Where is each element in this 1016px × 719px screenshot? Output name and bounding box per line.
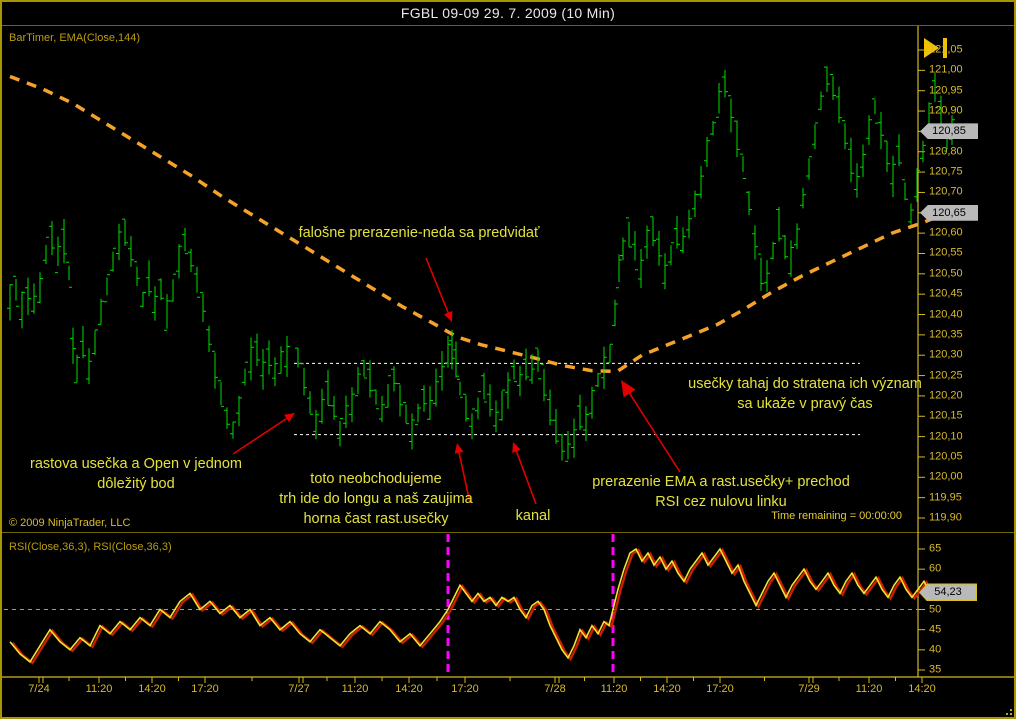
price-axis-label: 120,35 xyxy=(929,328,963,341)
price-axis-label: 121,00 xyxy=(929,63,963,76)
rsi-axis[interactable]: 65605550454035 xyxy=(918,533,1014,677)
rsi-panel-indicator-label: RSI(Close,36,3), RSI(Close,36,3) xyxy=(9,541,172,553)
price-axis-label: 120,60 xyxy=(929,226,963,239)
price-axis-label: 120,80 xyxy=(929,145,963,158)
price-axis-label: 120,25 xyxy=(929,369,963,382)
price-axis-label: 120,20 xyxy=(929,389,963,402)
time-axis-label: 11:20 xyxy=(855,683,883,695)
time-axis-label: 7/27 xyxy=(288,683,310,695)
time-axis-label: 11:20 xyxy=(600,683,628,695)
annotation-usecky[interactable]: usečky tahaj do stratena ich význam sa uk… xyxy=(688,374,922,414)
rsi-axis-label: 65 xyxy=(929,542,942,555)
rsi-axis-label: 60 xyxy=(929,562,942,575)
price-axis-label: 120,05 xyxy=(929,450,963,463)
copyright-label: © 2009 NinjaTrader, LLC xyxy=(9,517,131,529)
rsi-axis-label: 50 xyxy=(929,603,942,615)
annotation-toto[interactable]: toto neobchodujeme trh ide do longu a naš… xyxy=(279,469,472,529)
time-axis-label: 7/24 xyxy=(28,683,50,695)
price-axis-label: 120,15 xyxy=(929,409,963,422)
window-title: FGBL 09-09 29. 7. 2009 (10 Min) xyxy=(400,5,616,21)
annotation-falosne[interactable]: falošne prerazenie-neda sa predvidať xyxy=(299,223,540,243)
rsi-axis-label: 40 xyxy=(929,643,942,656)
annotation-line: kanal xyxy=(515,508,551,524)
rsi-value-tag: 54,23 xyxy=(919,583,977,602)
time-axis-label: 7/29 xyxy=(798,683,820,695)
annotation-kanal[interactable]: kanal xyxy=(516,506,551,526)
annotation-rastova[interactable]: rastova usečka a Open v jednom dôležitý b… xyxy=(30,454,242,494)
annotation-line: rastova usečka a Open v jednom xyxy=(30,456,242,472)
price-axis-label: 120,90 xyxy=(929,104,963,117)
time-axis-label: 17:20 xyxy=(706,683,734,695)
price-axis-label: 119,95 xyxy=(929,491,962,504)
price-axis-label: 120,95 xyxy=(929,84,963,97)
title-separator xyxy=(2,25,1014,26)
last-price-tag: 120,85 xyxy=(920,123,978,140)
time-axis-label: 17:20 xyxy=(191,683,219,695)
annotation-line: toto neobchodujeme xyxy=(310,471,442,487)
price-axis-label: 121,05 xyxy=(929,43,963,56)
annotation-line: prerazenie EMA a rast.usečky+ prechod xyxy=(592,474,850,490)
time-axis-label: 14:20 xyxy=(138,683,166,695)
resize-grip[interactable] xyxy=(1004,707,1012,715)
price-axis-label: 120,70 xyxy=(929,185,963,198)
time-remaining-label: Time remaining = 00:00:00 xyxy=(771,510,902,522)
annotation-line: horna čast rast.usečky xyxy=(303,511,449,527)
time-axis-label: 7/28 xyxy=(544,683,566,695)
time-axis-label: 14:20 xyxy=(395,683,423,695)
price-axis-label: 120,10 xyxy=(929,430,963,443)
time-axis-label: 14:20 xyxy=(653,683,681,695)
step-forward-icon[interactable] xyxy=(923,38,950,59)
panel-separator xyxy=(2,532,1014,533)
annotation-line: trh ide do longu a naš zaujima xyxy=(279,491,473,507)
time-axis[interactable]: 7/24 11:20 14:20 17:20 7/27 11:20 14:20 17:20 7/… xyxy=(2,678,1014,717)
price-axis-label: 120,75 xyxy=(929,165,963,178)
rsi-panel[interactable] xyxy=(2,533,918,677)
time-axis-label: 17:20 xyxy=(451,683,479,695)
annotation-line: RSI cez nulovu linku xyxy=(655,494,787,510)
time-axis-label: 14:20 xyxy=(908,683,936,695)
price-panel-indicator-label: BarTimer, EMA(Close,144) xyxy=(9,32,141,44)
price-axis-label: 120,00 xyxy=(929,470,963,483)
price-axis-label: 120,55 xyxy=(929,246,963,259)
annotation-line: sa ukaže v pravý čas xyxy=(737,396,873,412)
price-axis-label: 119,90 xyxy=(929,511,962,524)
title-bar[interactable]: FGBL 09-09 29. 7. 2009 (10 Min) xyxy=(2,2,1014,24)
rsi-axis-label: 35 xyxy=(929,663,942,676)
price-axis-label: 120,50 xyxy=(929,267,963,280)
ema-value-tag: 120,65 xyxy=(920,204,978,221)
price-axis-label: 120,30 xyxy=(929,348,963,361)
annotation-line: falošne prerazenie-neda sa predvidať xyxy=(298,225,540,241)
time-axis-label: 11:20 xyxy=(85,683,113,695)
rsi-axis-label: 45 xyxy=(929,623,942,636)
time-axis-label: 11:20 xyxy=(341,683,369,695)
price-axis-label: 120,45 xyxy=(929,287,963,300)
annotation-line: dôležitý bod xyxy=(97,476,175,492)
price-axis-label: 120,40 xyxy=(929,308,963,321)
annotation-line: usečky tahaj do stratena ich význam xyxy=(688,376,922,392)
price-axis[interactable]: 121,05 121,00 120,95 120,90 120,85 120,80 120,… xyxy=(918,26,1014,532)
annotation-prerazenie[interactable]: prerazenie EMA a rast.usečky+ prechod RSI… xyxy=(592,472,850,512)
